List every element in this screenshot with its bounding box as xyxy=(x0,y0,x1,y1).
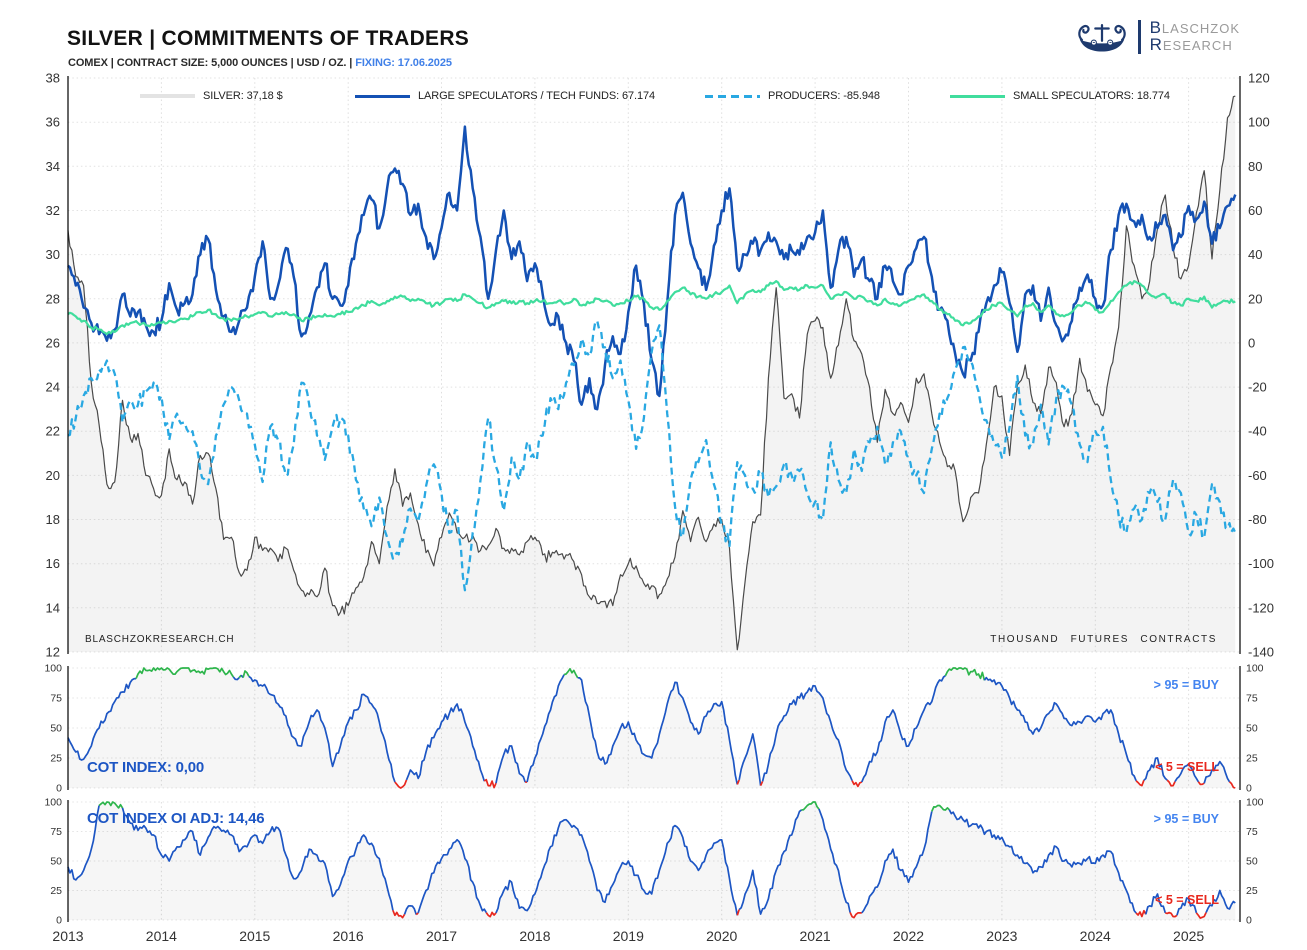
cot-index-label: COT INDEX: 0,00 xyxy=(87,759,205,776)
svg-text:-80: -80 xyxy=(1248,512,1267,527)
svg-text:50: 50 xyxy=(1246,856,1258,868)
svg-text:36: 36 xyxy=(46,115,60,130)
svg-text:50: 50 xyxy=(1246,723,1258,735)
svg-text:-40: -40 xyxy=(1248,424,1267,439)
svg-text:100: 100 xyxy=(1246,663,1264,675)
svg-text:75: 75 xyxy=(50,693,62,705)
svg-text:120: 120 xyxy=(1248,71,1270,86)
svg-text:60: 60 xyxy=(1248,203,1262,218)
right-axis-unit-label: THOUSAND FUTURES CONTRACTS xyxy=(990,634,1217,645)
svg-text:22: 22 xyxy=(46,424,60,439)
cot-index-oi-adj-label: COT INDEX OI ADJ: 14,46 xyxy=(87,810,265,827)
small-specs-line-swatch xyxy=(950,94,1005,98)
fixing-date: FIXING: 17.06.2025 xyxy=(355,57,452,69)
chart-subtitle: COMEX | CONTRACT SIZE: 5,000 OUNCES | US… xyxy=(68,57,452,69)
svg-text:25: 25 xyxy=(50,753,62,765)
svg-text:2016: 2016 xyxy=(333,928,364,944)
svg-text:25: 25 xyxy=(1246,885,1258,897)
svg-text:-20: -20 xyxy=(1248,380,1267,395)
legend-producers: PRODUCERS: -85.948 xyxy=(705,89,880,103)
svg-text:-60: -60 xyxy=(1248,468,1267,483)
cot1-sell-annotation: < 5 = SELL xyxy=(1155,760,1219,774)
svg-text:32: 32 xyxy=(46,203,60,218)
svg-text:50: 50 xyxy=(50,723,62,735)
svg-text:16: 16 xyxy=(46,556,60,571)
svg-text:2023: 2023 xyxy=(986,928,1017,944)
svg-text:2018: 2018 xyxy=(519,928,550,944)
svg-text:0: 0 xyxy=(1246,915,1252,927)
svg-text:-140: -140 xyxy=(1248,645,1274,660)
svg-text:75: 75 xyxy=(1246,826,1258,838)
svg-text:30: 30 xyxy=(46,247,60,262)
svg-text:100: 100 xyxy=(44,797,62,809)
svg-text:20: 20 xyxy=(1248,291,1262,306)
svg-text:50: 50 xyxy=(50,856,62,868)
svg-text:20: 20 xyxy=(46,468,60,483)
legend-large-speculators: LARGE SPECULATORS / TECH FUNDS: 67.174 xyxy=(355,89,655,103)
svg-text:100: 100 xyxy=(44,663,62,675)
legend-small-speculators: SMALL SPECULATORS: 18.774 xyxy=(950,89,1170,103)
svg-text:18: 18 xyxy=(46,512,60,527)
svg-text:28: 28 xyxy=(46,291,60,306)
svg-text:0: 0 xyxy=(56,915,62,927)
svg-text:38: 38 xyxy=(46,71,60,86)
logo-divider xyxy=(1137,20,1141,54)
cot2-buy-annotation: > 95 = BUY xyxy=(1153,812,1219,826)
svg-text:25: 25 xyxy=(50,885,62,897)
page-title: SILVER | COMMITMENTS OF TRADERS xyxy=(67,27,470,50)
brand-logo: BLASCHZOK RESEARCH xyxy=(1076,18,1240,56)
contract-spec: COMEX | CONTRACT SIZE: 5,000 OUNCES | US… xyxy=(68,57,356,69)
svg-text:0: 0 xyxy=(1246,783,1252,795)
svg-text:24: 24 xyxy=(46,380,60,395)
svg-text:75: 75 xyxy=(50,826,62,838)
svg-text:100: 100 xyxy=(1246,797,1264,809)
cot1-buy-annotation: > 95 = BUY xyxy=(1153,678,1219,692)
svg-text:2021: 2021 xyxy=(800,928,831,944)
svg-text:2019: 2019 xyxy=(613,928,644,944)
svg-text:2017: 2017 xyxy=(426,928,457,944)
svg-text:12: 12 xyxy=(46,645,60,660)
silver-line-swatch xyxy=(140,94,195,98)
svg-text:-120: -120 xyxy=(1248,600,1274,615)
svg-text:25: 25 xyxy=(1246,753,1258,765)
viking-ship-icon xyxy=(1077,24,1126,52)
cot2-sell-annotation: < 5 = SELL xyxy=(1155,893,1219,907)
svg-text:-100: -100 xyxy=(1248,556,1274,571)
svg-text:2020: 2020 xyxy=(706,928,737,944)
large-specs-line-swatch xyxy=(355,94,410,98)
svg-text:14: 14 xyxy=(46,600,60,615)
svg-text:100: 100 xyxy=(1248,115,1270,130)
svg-text:2024: 2024 xyxy=(1080,928,1111,944)
svg-text:2013: 2013 xyxy=(52,928,83,944)
svg-text:34: 34 xyxy=(46,159,60,174)
svg-text:26: 26 xyxy=(46,335,60,350)
svg-text:80: 80 xyxy=(1248,159,1262,174)
legend-silver: SILVER: 37,18 $ xyxy=(140,89,283,103)
watermark: BLASCHZOKRESEARCH.CH xyxy=(85,634,235,645)
brand-name: BLASCHZOK RESEARCH xyxy=(1149,18,1240,54)
svg-text:2022: 2022 xyxy=(893,928,924,944)
svg-text:0: 0 xyxy=(1248,335,1255,350)
producers-line-swatch xyxy=(705,94,760,98)
svg-text:0: 0 xyxy=(56,783,62,795)
svg-text:2014: 2014 xyxy=(146,928,177,944)
svg-text:2025: 2025 xyxy=(1173,928,1204,944)
svg-text:40: 40 xyxy=(1248,247,1262,262)
svg-text:75: 75 xyxy=(1246,693,1258,705)
svg-text:2015: 2015 xyxy=(239,928,270,944)
